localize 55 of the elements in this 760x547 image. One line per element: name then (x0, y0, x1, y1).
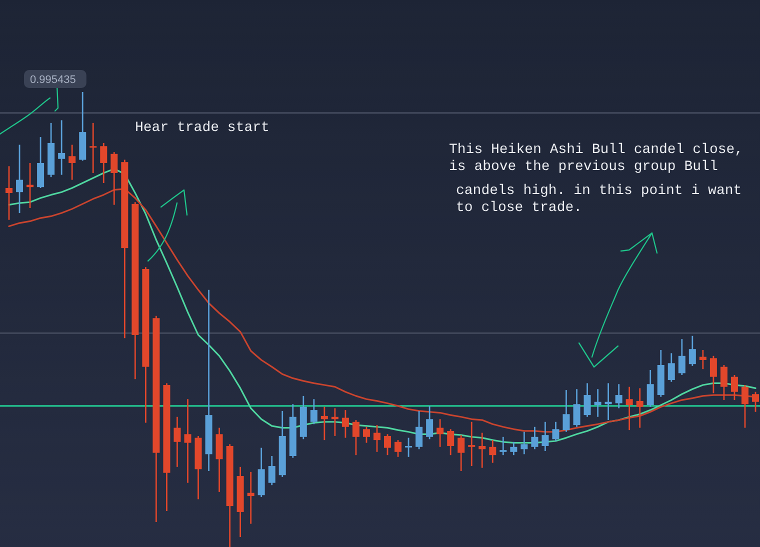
candlestick (615, 383, 622, 409)
candlestick (584, 382, 591, 418)
candlestick (752, 391, 759, 413)
candlestick (6, 165, 12, 221)
annotation: This Heiken Ashi Bull candel close, is above the previous group Bull (449, 142, 744, 175)
text: 0.995435 (30, 74, 76, 86)
candlestick (730, 374, 738, 401)
candlestick (184, 398, 192, 484)
candlestick (416, 410, 423, 450)
candlestick (362, 426, 370, 444)
candlestick (320, 406, 328, 441)
candlestick (310, 398, 318, 425)
candlestick (268, 455, 276, 486)
candlestick (352, 419, 360, 456)
candlestick (510, 441, 518, 456)
annotation: candels high. in this point i want to close trade. (456, 183, 742, 216)
candlestick (688, 335, 696, 367)
candlestick (489, 439, 496, 464)
candlestick (394, 439, 402, 458)
candlestick (552, 421, 560, 442)
candlestick (646, 369, 654, 408)
candlestick (468, 421, 476, 467)
candlestick (110, 151, 118, 206)
candlestick (668, 352, 675, 383)
candlestick (90, 122, 97, 174)
candlestick (373, 424, 380, 453)
candlestick (58, 120, 66, 176)
candlestick (458, 434, 465, 472)
candlestick (100, 142, 108, 184)
candlestick (699, 349, 706, 370)
candlestick (594, 388, 602, 418)
candlestick (447, 428, 454, 456)
candlestick (478, 432, 486, 469)
candlestick (405, 437, 412, 458)
candlestick (678, 338, 686, 376)
candlestick (562, 389, 570, 433)
candlestick (16, 144, 24, 214)
candlestick (626, 386, 633, 431)
candlestick (426, 405, 434, 440)
candlestick (741, 384, 748, 428)
candlestick (384, 433, 392, 456)
candlestick (520, 431, 528, 455)
annotation: Hear trade start (135, 120, 270, 136)
candlestick (720, 364, 728, 401)
candlestick (68, 144, 76, 181)
candlestick (247, 471, 254, 524)
candlestick (342, 409, 349, 438)
candlestick (500, 436, 507, 456)
candlestick (174, 416, 181, 468)
candlestick (573, 388, 580, 428)
candlestick (436, 418, 444, 448)
candlestick (710, 355, 717, 394)
candlestick (636, 388, 644, 428)
candlestick (542, 421, 549, 452)
candlestick (531, 426, 538, 450)
